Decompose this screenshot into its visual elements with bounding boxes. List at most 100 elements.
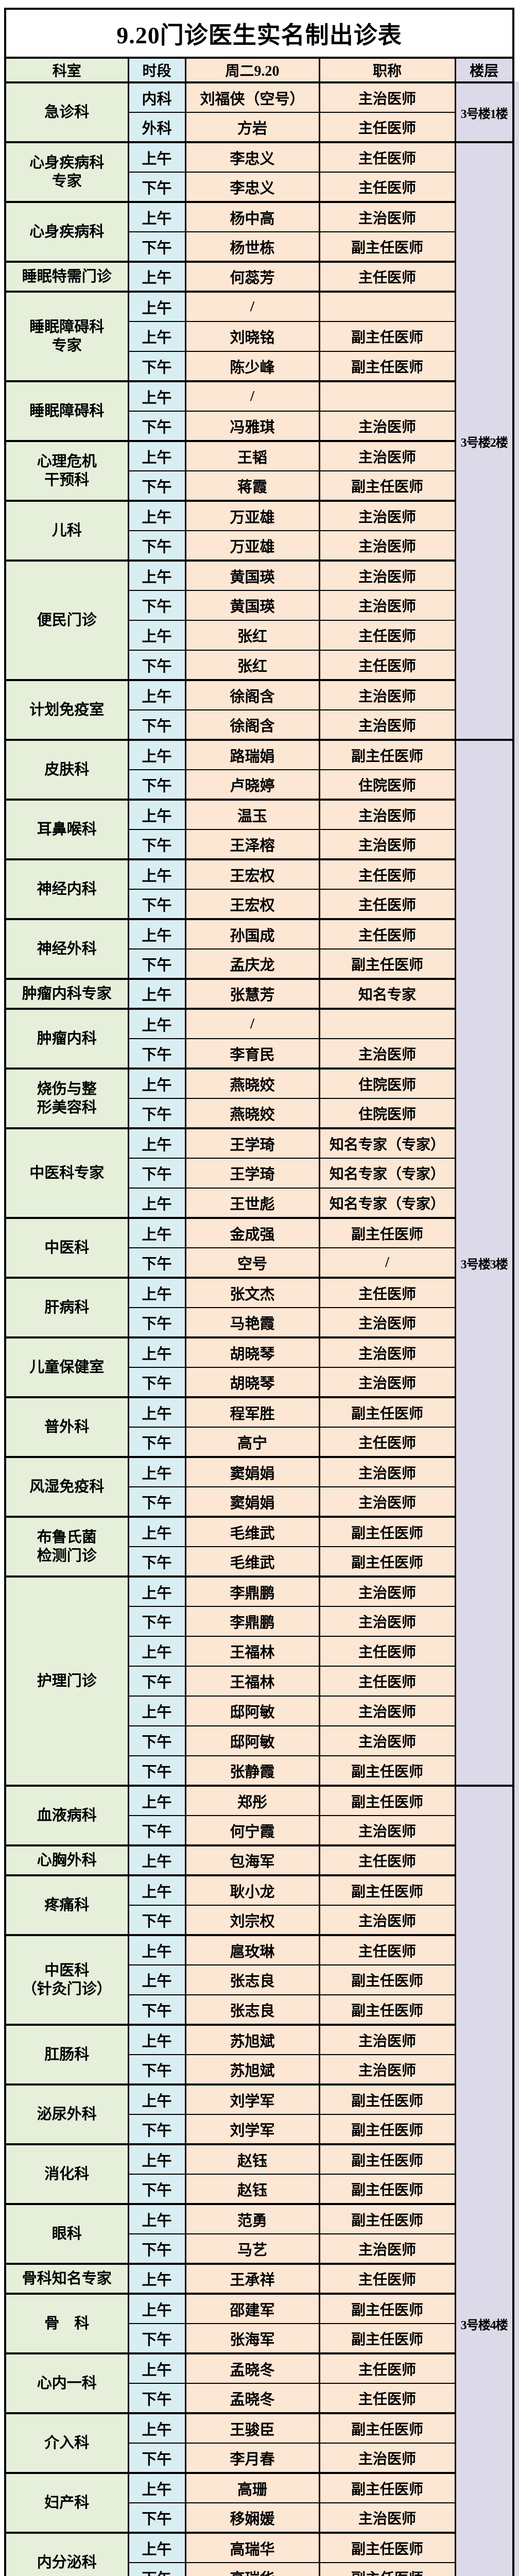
table-row: 下午高瑞华副主任医师 xyxy=(5,2562,513,2576)
timeslot-cell: 内科 xyxy=(127,81,186,113)
table-row: 儿童保健室 上午 胡晓琴 主治医师 xyxy=(4,1336,513,1398)
department-cell: 心胸外科 xyxy=(4,1844,129,1876)
job-title-cell: 主任医师 xyxy=(318,858,456,890)
timeslot-cell: 下午 xyxy=(127,1307,186,1338)
doctor-name-cell: 高珊 xyxy=(184,2472,320,2503)
job-title-cell: 副主任医师 xyxy=(318,2472,456,2503)
timeslot-cell: 下午 xyxy=(127,2562,186,2576)
doctor-name-cell: 刘福侠（空号） xyxy=(184,81,320,113)
department-cell: 皮肤科 xyxy=(4,739,129,800)
doctor-name-cell: / xyxy=(184,291,320,322)
job-title-cell: 主任医师 xyxy=(318,1934,456,1965)
table-row: 下午 毛维武 副主任医师 xyxy=(5,1546,513,1577)
table-row: 下午 何宁霞 主治医师 xyxy=(5,1815,513,1846)
department-cell: 心身疾病科 xyxy=(4,201,129,262)
doctor-name-cell: 金成强 xyxy=(184,1217,320,1248)
table-row: 血液病科 上午 郑彤 副主任医师 3号楼4楼 xyxy=(4,1785,514,2576)
doctor-name-cell: 温玉 xyxy=(184,799,320,830)
table-row: 下午 苏旭斌 主治医师 xyxy=(5,2054,513,2085)
table-row: 神经外科 上午 孙国成 主任医师 xyxy=(4,918,513,979)
department-cell: 肿瘤内科 xyxy=(4,1008,129,1069)
job-title-cell: 主任医师 xyxy=(318,172,456,202)
timeslot-cell: 下午 xyxy=(127,1606,186,1637)
department-cell: 神经外科 xyxy=(4,918,129,979)
department-cell: 睡眠特需门诊 xyxy=(4,261,129,292)
timeslot-cell: 上午 xyxy=(127,1964,186,1995)
doctor-name-cell: 毛维武 xyxy=(184,1546,320,1577)
job-title-cell: 主治医师 xyxy=(318,81,456,113)
timeslot-cell: 上午 xyxy=(127,1396,186,1428)
doctor-name-cell: 王世彪 xyxy=(184,1188,320,1218)
doctor-name-cell: 程军胜 xyxy=(184,1396,320,1428)
timeslot-cell: 外科 xyxy=(127,112,186,143)
table-row: 下午 张静霞 副主任医师 xyxy=(5,1755,513,1786)
department-cell: 肿瘤内科专家 xyxy=(4,978,129,1009)
timeslot-cell: 上午 xyxy=(127,1456,186,1487)
department-cell: 急诊科 xyxy=(4,81,129,143)
doctor-name-cell: 王泽榕 xyxy=(184,829,320,860)
department-cell: 睡眠障碍科 xyxy=(4,380,129,442)
department-cell: 普外科 xyxy=(4,1396,129,1458)
job-title-cell: 主治医师 xyxy=(318,2054,456,2085)
table-row: 烧伤与整 形美容科 上午 燕晓姣 住院医师 xyxy=(4,1067,513,1129)
job-title-cell: 主治医师 xyxy=(318,1038,456,1069)
table-row: 布鲁氏菌 检测门诊 上午 毛维武 副主任医师 xyxy=(4,1516,513,1577)
job-title-cell: 副主任医师 xyxy=(318,1546,456,1577)
timeslot-cell: 上午 xyxy=(127,2472,186,2503)
department-cell: 心内一科 xyxy=(4,2352,129,2414)
timeslot-cell: 上午 xyxy=(127,1127,186,1159)
job-title-cell: 副主任医师 xyxy=(318,1516,456,1547)
job-title-cell: 主治医师 xyxy=(318,2502,456,2533)
doctor-name-cell: 王宏权 xyxy=(184,889,320,920)
job-title-cell: 主治医师 xyxy=(318,500,456,531)
doctor-name-cell: 李忠义 xyxy=(184,141,320,173)
timeslot-cell: 上午 xyxy=(127,2293,186,2324)
timeslot-cell: 下午 xyxy=(127,2502,186,2533)
doctor-name-cell: 张红 xyxy=(184,650,320,681)
department-cell: 儿童保健室 xyxy=(4,1336,129,1398)
table-row: 下午 张海军 副主任医师 xyxy=(5,2323,513,2354)
timeslot-cell: 上午 xyxy=(127,1217,186,1248)
floor-cell: 3号楼3楼 xyxy=(454,739,514,1786)
header-dept: 科室 xyxy=(4,57,129,83)
job-title-cell: 副主任医师 xyxy=(318,2083,456,2115)
table-row: 肝病科 上午 张文杰 主任医师 xyxy=(4,1277,513,1338)
job-title-cell: 主治医师 xyxy=(318,201,456,232)
table-row: 肛肠科 上午 苏旭斌 主治医师 xyxy=(4,2024,513,2085)
job-title-cell: 主任医师 xyxy=(318,620,456,651)
doctor-name-cell: 张文杰 xyxy=(184,1277,320,1308)
department-cell: 血液病科 xyxy=(4,1785,129,1846)
timeslot-cell: 下午 xyxy=(127,709,186,740)
department-cell: 肛肠科 xyxy=(4,2024,129,2085)
department-cell: 睡眠障碍科 专家 xyxy=(4,291,129,382)
job-title-cell: 主任医师 xyxy=(318,141,456,173)
doctor-name-cell: 孙国成 xyxy=(184,918,320,950)
job-title-cell: 主治医师 xyxy=(318,1367,456,1398)
doctor-name-cell: 黄国瑛 xyxy=(184,560,320,591)
table-row: 计划免疫室 上午 徐阁含 主治医师 xyxy=(4,679,513,740)
timeslot-cell: 上午 xyxy=(127,1696,186,1726)
job-title-cell: 知名专家（专家） xyxy=(318,1188,456,1218)
doctor-name-cell: 方岩 xyxy=(184,112,320,143)
job-title-cell: 副主任医师 xyxy=(318,2143,456,2175)
timeslot-cell: 上午 xyxy=(127,620,186,651)
doctor-name-cell: 邵建军 xyxy=(184,2293,320,2324)
job-title-cell: 主治医师 xyxy=(318,560,456,591)
doctor-name-cell: 李育民 xyxy=(184,1038,320,1069)
table-row: 下午 陈少峰 副主任医师 xyxy=(5,351,513,382)
timeslot-cell: 上午 xyxy=(127,1516,186,1547)
table-row: 急诊科 内科 刘福侠（空号） 主治医师 3号楼1楼 xyxy=(4,81,514,143)
doctor-name-cell: 王骏臣 xyxy=(184,2412,320,2444)
timeslot-cell: 下午 xyxy=(127,1098,186,1129)
timeslot-cell: 上午 xyxy=(127,560,186,591)
table-row: 下午 杨世栋 副主任医师 xyxy=(5,231,513,262)
doctor-name-cell: 苏旭斌 xyxy=(184,2024,320,2055)
timeslot-cell: 上午 xyxy=(127,1188,186,1218)
timeslot-cell: 下午 xyxy=(127,769,186,800)
table-row: 中医科 上午 金成强 副主任医师 xyxy=(4,1217,513,1278)
doctor-name-cell: 王学琦 xyxy=(184,1158,320,1189)
doctor-name-cell: 马艳霞 xyxy=(184,1307,320,1338)
doctor-name-cell: 胡晓琴 xyxy=(184,1367,320,1398)
doctor-name-cell: 窦娟娟 xyxy=(184,1486,320,1517)
job-title-cell: 主治医师 xyxy=(318,1696,456,1726)
